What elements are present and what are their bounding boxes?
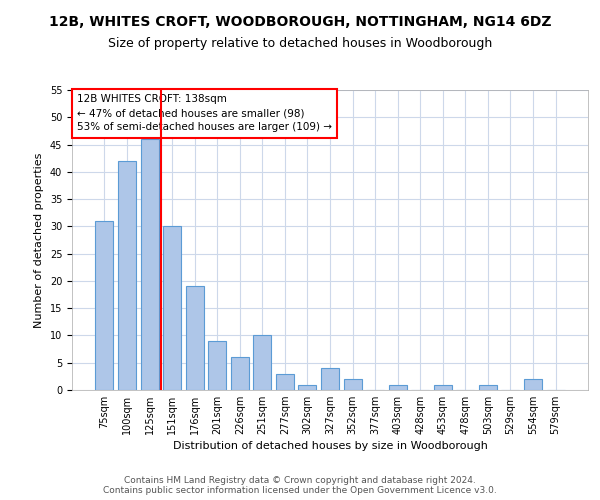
Bar [276, 374, 294, 390]
Text: 12B, WHITES CROFT, WOODBOROUGH, NOTTINGHAM, NG14 6DZ: 12B, WHITES CROFT, WOODBOROUGH, NOTTINGH… [49, 15, 551, 29]
Bar [253, 336, 271, 390]
Bar [298, 384, 316, 390]
Bar [524, 379, 542, 390]
Bar [479, 384, 497, 390]
Text: Size of property relative to detached houses in Woodborough: Size of property relative to detached ho… [108, 38, 492, 51]
Bar [95, 221, 113, 390]
X-axis label: Distribution of detached houses by size in Woodborough: Distribution of detached houses by size … [173, 442, 487, 452]
Bar [321, 368, 339, 390]
Bar [434, 384, 452, 390]
Bar [163, 226, 181, 390]
Bar [140, 139, 158, 390]
Bar [389, 384, 407, 390]
Text: Contains HM Land Registry data © Crown copyright and database right 2024.
Contai: Contains HM Land Registry data © Crown c… [103, 476, 497, 495]
Bar [231, 358, 249, 390]
Bar [118, 161, 136, 390]
Bar [208, 341, 226, 390]
Bar [185, 286, 204, 390]
Bar [344, 379, 362, 390]
Text: 12B WHITES CROFT: 138sqm
← 47% of detached houses are smaller (98)
53% of semi-d: 12B WHITES CROFT: 138sqm ← 47% of detach… [77, 94, 332, 132]
Y-axis label: Number of detached properties: Number of detached properties [34, 152, 44, 328]
